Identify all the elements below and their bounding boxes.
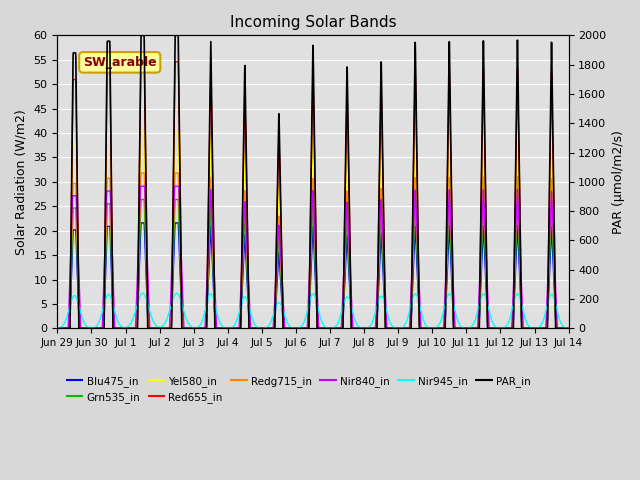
Title: Incoming Solar Bands: Incoming Solar Bands bbox=[230, 15, 396, 30]
Y-axis label: Solar Radiation (W/m2): Solar Radiation (W/m2) bbox=[15, 109, 28, 255]
Y-axis label: PAR (μmol/m2/s): PAR (μmol/m2/s) bbox=[612, 130, 625, 234]
Legend: Blu475_in, Grn535_in, Yel580_in, Red655_in, Redg715_in, Nir840_in, Nir945_in, PA: Blu475_in, Grn535_in, Yel580_in, Red655_… bbox=[63, 372, 535, 407]
Text: SW_arable: SW_arable bbox=[83, 56, 157, 69]
